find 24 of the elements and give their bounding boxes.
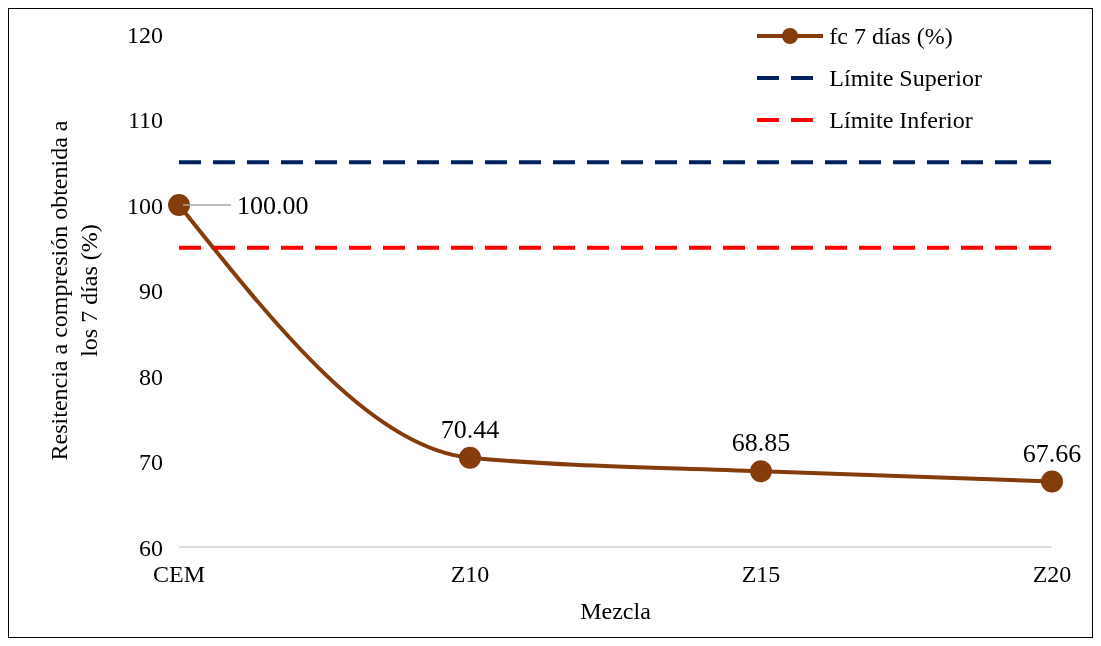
data-label: 68.85 <box>731 428 791 458</box>
data-label: 70.44 <box>440 414 500 444</box>
y-axis-title: Resitencia a compresión obtenida a los 7 días (%) <box>46 120 102 461</box>
legend-label: Límite Superior <box>829 64 982 92</box>
y-tick-label: 80 <box>139 363 163 390</box>
x-tick-label: Z15 <box>741 561 781 588</box>
point <box>459 446 481 469</box>
y-tick-label: 60 <box>139 534 163 561</box>
point <box>168 194 190 216</box>
legend-label: fc 7 días (%) <box>829 22 953 50</box>
point <box>1041 470 1063 493</box>
y-tick-label: 100 <box>127 192 163 219</box>
data-label: 67.66 <box>1022 438 1082 468</box>
y-tick-label: 120 <box>127 21 163 48</box>
legend-label: Límite Inferior <box>829 106 973 134</box>
y-tick-label: 70 <box>139 449 163 476</box>
y-tick-label: 110 <box>127 107 163 134</box>
point <box>750 460 772 483</box>
y-tick-label: 90 <box>139 278 163 305</box>
x-tick-label: Z20 <box>1032 561 1072 588</box>
data-label: 100.00 <box>237 191 309 220</box>
x-tick-label: Z10 <box>450 561 490 588</box>
x-tick-label: CEM <box>152 561 206 588</box>
x-axis-title: Mezcla <box>580 598 652 624</box>
